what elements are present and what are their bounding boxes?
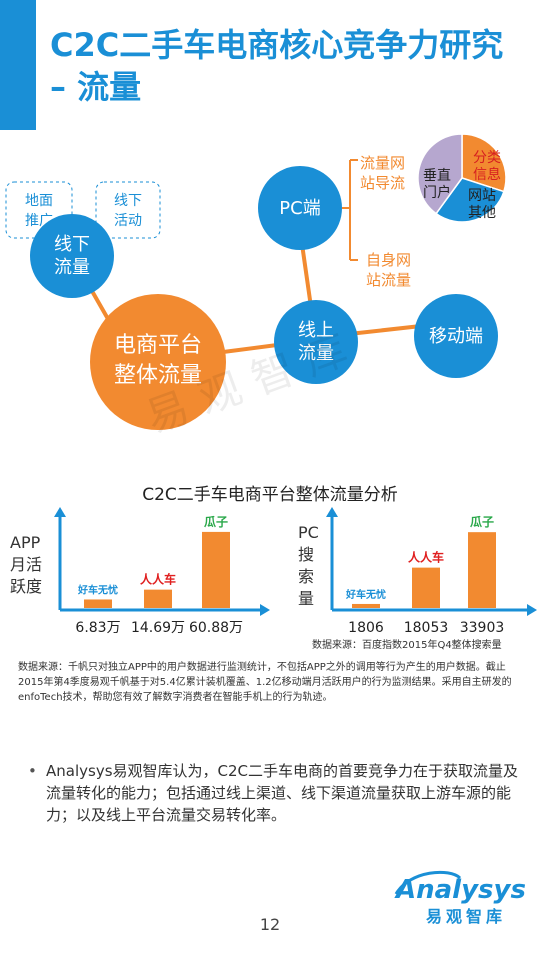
pie-slice-label: 信息 xyxy=(473,166,501,183)
brand-logo-label: 瓜子 xyxy=(204,515,228,529)
page-number: 12 xyxy=(259,915,281,934)
brand-logo-label: 好车无忧 xyxy=(345,588,386,601)
chart-axes xyxy=(330,513,531,612)
axis-arrow-icon xyxy=(260,604,270,616)
app-chart-ylabel: APP月活跃度 xyxy=(10,532,50,598)
offline-label-1: 线下 xyxy=(54,234,90,255)
bar xyxy=(202,531,230,608)
bar-value-label: 14.69万 xyxy=(131,620,185,636)
root-node xyxy=(90,294,226,430)
pc-ylabel-text: PC搜索量 xyxy=(298,523,319,608)
app-ylabel-text: APP月活跃度 xyxy=(10,533,43,596)
pie-slice xyxy=(417,133,463,215)
page-title: C2C二手车电商核心竞争力研究 – 流量 xyxy=(50,26,504,106)
footnote: 数据来源：千帆只对独立APP中的用户数据进行监测统计，不包括APP之外的调用等行… xyxy=(18,662,512,703)
axis-arrow-icon xyxy=(326,507,338,517)
offline-events-label-1: 线下 xyxy=(114,193,142,209)
connector-pc-branch xyxy=(342,159,358,261)
bar-value-label: 18053 xyxy=(404,620,449,636)
offline-events-box xyxy=(95,181,161,239)
logo-subtext: 易观智库 xyxy=(426,907,506,926)
analysys-logo: Analysys 易观智库 xyxy=(394,870,526,926)
pc-chart-ylabel: PC搜索量 xyxy=(298,522,320,610)
pc-own-label-1: 自身网 xyxy=(366,251,411,269)
logo-swoosh-icon xyxy=(394,870,462,895)
pie-slice xyxy=(435,177,505,223)
offline-ground-label-1: 地面 xyxy=(25,193,53,209)
brand-logo-label: 瓜子 xyxy=(470,515,494,529)
offline-events-label-2: 活动 xyxy=(114,213,142,229)
online-label-2: 流量 xyxy=(298,343,334,364)
brand-logo-label: 人人车 xyxy=(408,550,444,565)
offline-label-2: 流量 xyxy=(54,257,90,278)
bullet-dot-icon: • xyxy=(28,762,37,780)
bar-value-label: 33903 xyxy=(460,620,505,636)
logo-text: Analysys xyxy=(394,875,526,905)
conclusion-bullet: • Analysys易观智库认为，C2C二手车电商的首要竞争力在于获取流量及流量… xyxy=(28,760,518,826)
pc-label: PC端 xyxy=(279,198,320,219)
offline-node xyxy=(30,214,114,298)
root-label-2: 整体流量 xyxy=(114,363,202,388)
online-node xyxy=(274,300,358,384)
accent-bar xyxy=(0,0,36,130)
pie-slice-label: 网站 xyxy=(468,188,496,204)
pc-nav-label-1: 流量网 xyxy=(360,154,405,172)
bar-value-label: 60.88万 xyxy=(189,620,243,636)
brand-logo-label: 人人车 xyxy=(140,572,176,587)
bar xyxy=(352,603,380,608)
bar-value-label: 6.83万 xyxy=(75,620,120,636)
pie-slice-label: 分类 xyxy=(473,150,501,166)
pc-search-chart: 1806 好车无忧 18053 人人车 33903 瓜子 xyxy=(326,507,537,636)
pie-slice-label: 门户 xyxy=(423,184,451,201)
axis-arrow-icon xyxy=(54,507,66,517)
pc-own-label-2: 站流量 xyxy=(366,271,411,289)
mobile-label: 移动端 xyxy=(429,326,483,347)
bar xyxy=(412,567,440,608)
bar xyxy=(468,532,496,608)
axis-arrow-icon xyxy=(527,604,537,616)
brand-logo-label: 好车无忧 xyxy=(77,583,118,596)
pie-slice-label: 垂直 xyxy=(423,167,451,184)
bar xyxy=(144,589,172,608)
pc-node xyxy=(258,166,342,250)
root-label-1: 电商平台 xyxy=(114,333,202,358)
chart-axes xyxy=(58,513,264,612)
bar xyxy=(84,599,112,608)
pc-chart-source: 数据来源：百度指数2015年Q4整体搜索量 xyxy=(312,640,502,651)
pie-slice xyxy=(461,133,507,193)
pie-slice-label: 其他 xyxy=(468,205,496,221)
online-label-1: 线上 xyxy=(298,320,334,341)
pc-nav-label-2: 站导流 xyxy=(360,174,405,192)
bar-value-label: 1806 xyxy=(348,620,384,636)
conclusion-text: Analysys易观智库认为，C2C二手车电商的首要竞争力在于获取流量及流量转化… xyxy=(46,762,519,824)
chart-section-title: C2C二手车电商平台整体流量分析 xyxy=(142,485,398,505)
offline-ground-label-2: 推广 xyxy=(25,213,53,229)
mobile-node xyxy=(414,294,498,378)
